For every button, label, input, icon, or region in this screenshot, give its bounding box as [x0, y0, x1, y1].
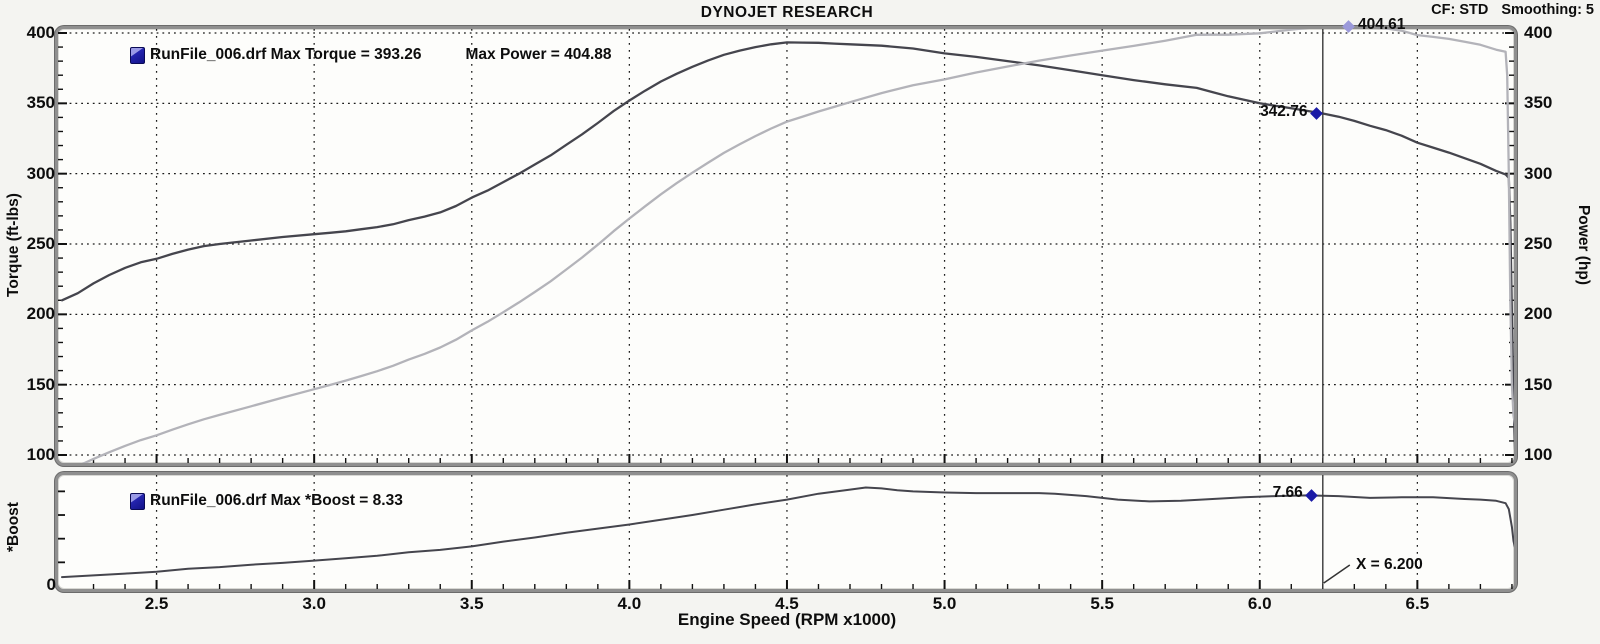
cursor-position-label: X = 6.200 — [1356, 556, 1423, 573]
y-tick-label: 300 — [1524, 163, 1553, 183]
run-legend-boost: RunFile_006.drf Max *Boost = 8.33 — [130, 492, 403, 510]
x-tick-label: 6.0 — [1247, 594, 1272, 613]
boost-cursor-value-label: 7.66 — [1272, 484, 1303, 502]
series-torque-ft-lbs- — [60, 41, 1514, 450]
max-torque-legend-text: RunFile_006.drf Max Torque = 393.26 — [150, 46, 422, 63]
power-axis-tick-labels: 400 350 300 250 200 150 100 — [1524, 0, 1584, 644]
boost-plot-area[interactable] — [58, 475, 1514, 589]
y-tick-label: 150 — [1524, 374, 1553, 394]
boost-axis-zero-label: 0 — [46, 575, 56, 594]
x-tick-label: 4.5 — [775, 594, 799, 613]
series--boost — [61, 486, 1514, 579]
x-tick-label: 2.5 — [144, 594, 169, 613]
y-tick-label: 350 — [1524, 93, 1553, 113]
torque-cursor-value-label: 342.76 — [1260, 102, 1308, 120]
y-tick-label: 250 — [26, 234, 55, 253]
torque-axis-tick-labels: 400 350 300 250 200 150 100 — [0, 0, 57, 644]
rpm-axis-tick-labels: 2.5 3.0 3.5 4.0 4.5 5.0 5.5 6.0 6.5 — [0, 593, 1600, 617]
y-tick-label: 250 — [1524, 234, 1553, 253]
y-tick-label: 200 — [26, 304, 55, 324]
cursor-callout-line — [1323, 564, 1351, 584]
run-legend-main: RunFile_006.drf Max Torque = 393.26 Max … — [130, 46, 612, 64]
x-tick-label: 6.5 — [1405, 594, 1430, 613]
torque-power-plot-area[interactable] — [58, 29, 1514, 463]
x-tick-label: 4.0 — [617, 594, 642, 613]
runfile-icon — [130, 46, 145, 64]
y-tick-label: 200 — [1524, 304, 1553, 324]
power-cursor-value-label: 404.61 — [1358, 15, 1406, 33]
x-tick-label: 3.0 — [302, 594, 326, 613]
correction-smoothing-readout: CF: STD Smoothing: 5 — [1431, 2, 1594, 18]
y-tick-label: 100 — [1524, 445, 1553, 464]
y-tick-label: 350 — [26, 93, 55, 113]
x-tick-label: 5.0 — [932, 594, 957, 613]
torque-power-chart[interactable] — [55, 26, 1517, 466]
y-tick-label: 300 — [26, 163, 55, 183]
x-tick-label: 3.5 — [459, 594, 484, 613]
series-power-hp- — [81, 29, 1514, 463]
max-boost-legend-text: RunFile_006.drf Max *Boost = 8.33 — [150, 492, 403, 509]
page-title: DYNOJET RESEARCH — [700, 4, 874, 21]
max-power-legend-text: Max Power = 404.88 — [465, 46, 612, 63]
y-tick-label: 150 — [26, 374, 55, 394]
correction-factor-label: CF: STD — [1431, 2, 1489, 18]
runfile-icon — [130, 492, 145, 510]
y-tick-label: 400 — [26, 23, 55, 42]
boost-chart[interactable] — [55, 472, 1517, 592]
y-tick-label: 400 — [1524, 23, 1553, 42]
x-axis-title: Engine Speed (RPM x1000) — [677, 610, 897, 629]
y-tick-label: 100 — [26, 445, 55, 464]
x-tick-label: 5.5 — [1090, 594, 1114, 613]
smoothing-label: Smoothing: 5 — [1501, 2, 1594, 18]
